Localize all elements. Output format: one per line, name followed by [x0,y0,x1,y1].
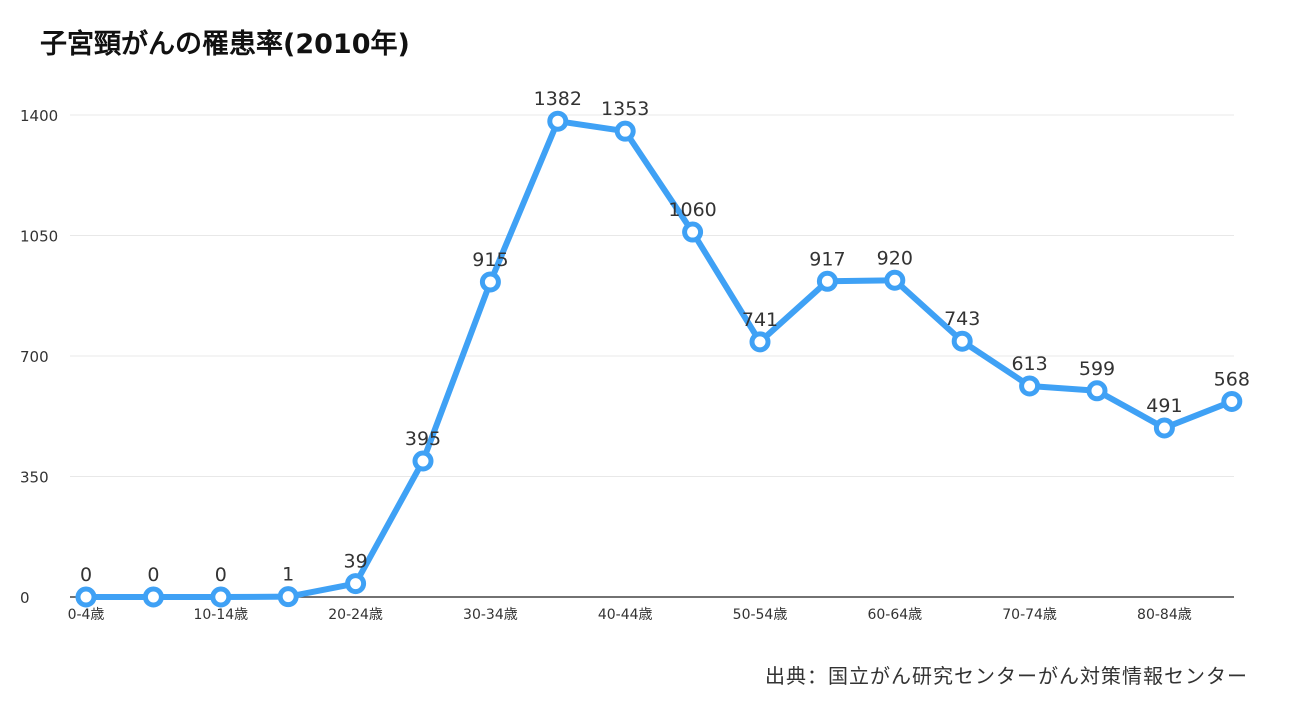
data-label: 0 [80,564,92,586]
data-label: 39 [344,551,368,573]
data-point [1153,417,1175,439]
y-tick-label: 350 [20,469,49,487]
data-point [1019,375,1041,397]
data-point [277,586,299,608]
data-label: 568 [1214,368,1250,390]
x-tick-label: 40-44歳 [598,607,653,623]
data-point [951,330,973,352]
data-label: 917 [809,248,845,270]
data-label: 915 [472,249,508,271]
x-tick-label: 60-64歳 [867,607,922,623]
x-tick-label: 30-34歳 [463,607,518,623]
data-label: 1382 [534,88,582,110]
x-tick-label: 0-4歳 [68,607,105,623]
data-point [412,450,434,472]
source-note: 出典：国立がん研究センターがん対策情報センター [765,664,1248,688]
y-tick-label: 1400 [20,107,58,125]
data-label: 0 [215,564,227,586]
data-point [1221,390,1243,412]
y-tick-label: 1050 [20,228,58,246]
data-label: 1060 [668,199,716,221]
data-point [210,586,232,608]
chart-title: 子宮頸がんの罹患率(2010年) [40,29,410,60]
data-point [614,120,636,142]
data-point [816,270,838,292]
data-point [749,331,771,353]
x-tick-label: 10-14歳 [193,607,248,623]
data-label: 743 [944,308,980,330]
data-label: 1 [282,564,294,586]
data-label: 1353 [601,98,649,120]
data-label: 0 [147,564,159,586]
data-point [1086,380,1108,402]
y-tick-label: 700 [20,348,49,366]
x-tick-label: 70-74歳 [1002,607,1057,623]
data-label: 491 [1146,395,1182,417]
x-tick-label: 80-84歳 [1137,607,1192,623]
y-tick-label: 0 [20,589,30,607]
data-point [884,269,906,291]
data-point [682,221,704,243]
data-point [479,271,501,293]
data-point [142,586,164,608]
data-point [345,573,367,595]
x-tick-label: 50-54歳 [733,607,788,623]
data-label: 613 [1011,353,1047,375]
data-label: 741 [742,309,778,331]
data-label: 599 [1079,358,1115,380]
x-tick-label: 20-24歳 [328,607,383,623]
data-point [75,586,97,608]
data-label: 395 [405,428,441,450]
data-label: 920 [877,247,913,269]
data-point [547,110,569,132]
series-line [86,118,1233,600]
